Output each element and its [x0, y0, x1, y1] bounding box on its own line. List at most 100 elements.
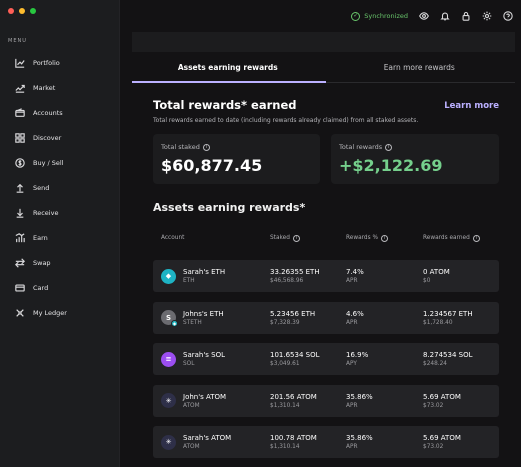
rate-cell: 35.86% APR [346, 393, 423, 409]
column-rewards-earned-label: Rewards earned [423, 235, 470, 241]
eye-icon[interactable] [419, 11, 429, 21]
sidebar-item-label: My Ledger [33, 308, 67, 317]
eth-icon: ◆ [161, 268, 176, 284]
table-header: Account Staked i Rewards % i Rewards earne… [153, 227, 499, 249]
info-icon[interactable]: i [380, 234, 388, 242]
total-rewards-card: Total rewards i +$2,122.69 [331, 134, 499, 184]
sidebar-item-discover[interactable]: Discover [0, 125, 120, 150]
rewards-earned: 1.234567 ETH [423, 309, 473, 318]
total-rewards-label-row: Total rewards i [339, 143, 491, 151]
staked-fiat: $7,328.39 [270, 319, 300, 326]
rewards-earned: 8.274534 SOL [423, 351, 473, 359]
rewards-earned-fiat: $0 [423, 278, 431, 284]
table-row[interactable]: ◆ Sarah's ETH ETH 33.26355 ETH $46,568.96 … [153, 260, 499, 292]
rewards-rate: 35.86% [346, 392, 373, 401]
info-icon[interactable]: i [202, 143, 210, 151]
sidebar-item-buy-sell[interactable]: Buy / Sell [0, 150, 120, 175]
minimize-window-button[interactable] [19, 8, 25, 14]
sidebar-item-label: Card [33, 283, 49, 292]
table-row[interactable]: S ◆ Johns's ETH STETH 5.23456 ETH $7,328.39… [153, 301, 499, 334]
sidebar-item-receive[interactable]: Receive [0, 200, 120, 225]
total-rewards-label: Total rewards [339, 143, 383, 151]
atom-icon: ✳ [161, 393, 176, 408]
staked-cell: 201.56 ATOM $1,310.14 [270, 393, 346, 409]
assets-title: Assets earning rewards* [153, 201, 306, 214]
sidebar-item-my-ledger[interactable]: My Ledger [0, 300, 120, 325]
staked-amount: 201.56 ATOM [270, 392, 317, 401]
sidebar-item-market[interactable]: Market [0, 75, 120, 100]
maximize-window-button[interactable] [30, 8, 36, 14]
header-strip [132, 32, 515, 52]
staked-fiat: $1,310.14 [270, 444, 300, 450]
window-controls [8, 8, 36, 14]
menu-label: MENU [8, 38, 27, 44]
rate-type: APR [346, 402, 358, 409]
table-row[interactable]: ≡ Sarah's SOL SOL 101.6534 SOL $3,049.61 1… [153, 343, 499, 375]
sidebar-item-portfolio[interactable]: Portfolio [0, 50, 120, 75]
atom-icon: ✳ [161, 434, 176, 450]
sidebar-item-send[interactable]: Send [0, 175, 120, 200]
earned-cell: 0 ATOM $0 [423, 268, 499, 284]
column-rewards-percent[interactable]: Rewards % i [346, 234, 423, 242]
table-row[interactable]: ✳ John's ATOM ATOM 201.56 ATOM $1,310.14 3… [153, 384, 499, 417]
grid-icon [14, 132, 25, 143]
gear-icon[interactable] [482, 11, 492, 21]
account-cell: ✳ John's ATOM ATOM [153, 393, 270, 409]
rewards-earned-fiat: $73.02 [423, 402, 444, 409]
staked-cell: 5.23456 ETH $7,328.39 [270, 310, 346, 326]
sidebar-item-label: Portfolio [33, 58, 60, 67]
account-cell: ◆ Sarah's ETH ETH [153, 268, 270, 284]
tab-assets-earning-rewards[interactable]: Assets earning rewards [177, 62, 278, 72]
close-window-button[interactable] [8, 8, 14, 14]
account-ticker: SOL [183, 361, 195, 367]
rewards-rate: 16.9% [346, 351, 369, 359]
sidebar-item-label: Send [33, 183, 50, 192]
info-icon[interactable]: i [385, 143, 393, 151]
staked-amount: 33.26355 ETH [270, 268, 320, 276]
help-icon[interactable] [503, 11, 513, 21]
total-staked-label-row: Total staked i [161, 143, 312, 151]
sidebar-item-accounts[interactable]: Accounts [0, 100, 120, 125]
column-rewards-percent-label: Rewards % [346, 235, 378, 241]
sidebar-item-swap[interactable]: Swap [0, 250, 120, 275]
column-account: Account [161, 235, 185, 241]
sidebar-item-card[interactable]: Card [0, 275, 120, 300]
sol-icon: ≡ [161, 351, 176, 367]
content: Total rewards* earned Learn more Total r… [132, 98, 515, 458]
steth-icon: S ◆ [161, 310, 178, 327]
column-staked[interactable]: Staked i [270, 234, 346, 242]
total-rewards-value: +$2,122.69 [339, 156, 443, 175]
rewards-earned: 5.69 ATOM [423, 434, 461, 442]
column-rewards-earned[interactable]: Rewards earned i [423, 234, 499, 242]
account-cell: S ◆ Johns's ETH STETH [153, 309, 270, 327]
rewards-rate: 4.6% [346, 309, 364, 318]
chart-line-icon [14, 57, 25, 68]
info-icon[interactable]: i [472, 234, 480, 242]
earned-cell: 5.69 ATOM $73.02 [423, 393, 499, 409]
staked-amount: 100.78 ATOM [270, 434, 317, 442]
sync-label: Synchronized [364, 12, 408, 20]
rate-type: APR [346, 444, 358, 450]
rate-type: APR [346, 278, 358, 284]
lock-icon[interactable] [461, 11, 471, 21]
rewards-earned-fiat: $248.24 [423, 361, 447, 367]
active-tab-indicator [132, 81, 326, 83]
tab-earn-more-rewards[interactable]: Earn more rewards [383, 62, 455, 72]
sync-status[interactable]: ✓ Synchronized [351, 11, 408, 21]
sidebar-item-earn[interactable]: Earn [0, 225, 120, 250]
tab-bar: Assets earning rewards Earn more rewards [132, 52, 515, 83]
ledger-icon [14, 307, 25, 318]
trend-up-icon [14, 82, 25, 93]
info-icon[interactable]: i [292, 234, 300, 242]
table-row[interactable]: ✳ Sarah's ATOM ATOM 100.78 ATOM $1,310.14 … [153, 426, 499, 458]
account-name: Johns's ETH [183, 309, 224, 318]
sidebar-item-label: Receive [33, 208, 59, 217]
summary-header: Total rewards* earned Learn more [153, 98, 499, 112]
bell-icon[interactable] [440, 11, 450, 21]
learn-more-link[interactable]: Learn more [444, 101, 499, 111]
rewards-rate: 35.86% [346, 434, 373, 442]
sidebar-item-label: Buy / Sell [33, 158, 64, 167]
card-icon [14, 282, 25, 293]
account-name: Sarah's ETH [183, 268, 226, 276]
staked-amount: 101.6534 SOL [270, 351, 320, 359]
